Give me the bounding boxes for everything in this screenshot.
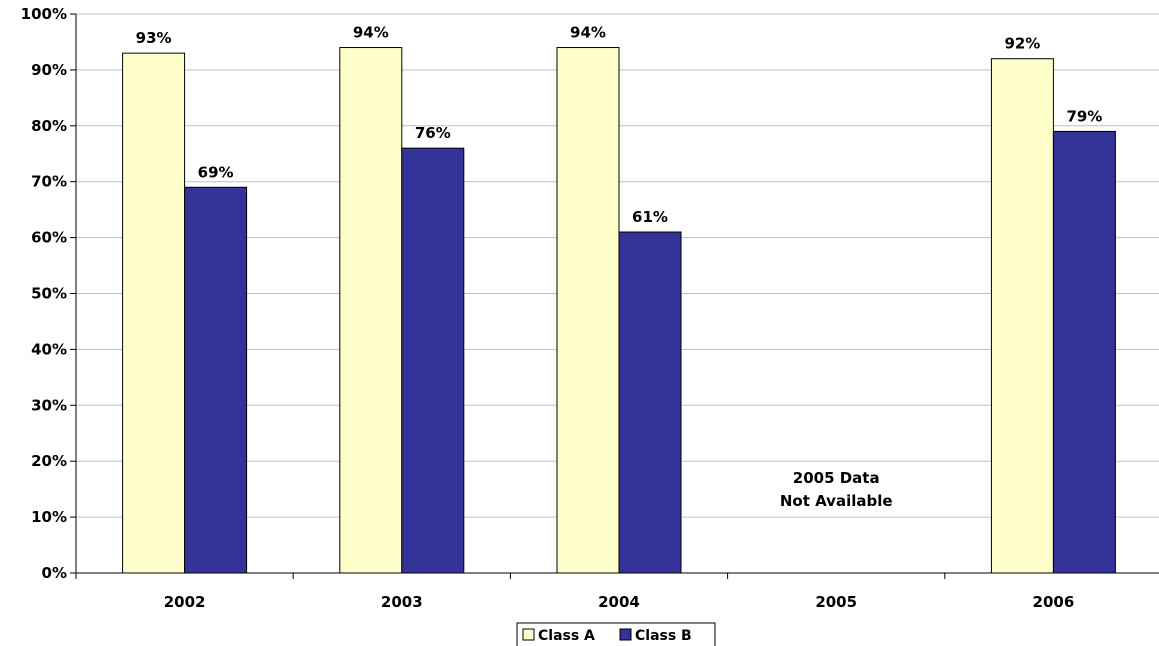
legend-swatch-class-a — [522, 628, 535, 641]
y-tick-label-20: 20% — [31, 452, 67, 470]
bar-class-a-2004 — [556, 47, 620, 574]
y-tick-label-70: 70% — [31, 173, 67, 191]
bar-class-a-2006 — [990, 58, 1054, 574]
legend-swatch-class-b — [619, 628, 632, 641]
annotation-2005-line-2: Not Available — [780, 492, 893, 510]
legend-label-class-b: Class B — [635, 628, 692, 644]
y-tick-label-50: 50% — [31, 285, 67, 303]
bar-class-b-2006 — [1052, 130, 1116, 574]
bar-class-b-2004 — [618, 231, 682, 574]
y-tick-label-40: 40% — [31, 340, 67, 358]
x-tick-label-2005: 2005 — [815, 593, 857, 611]
y-tick-label-10: 10% — [31, 508, 67, 526]
y-tick-label-30: 30% — [31, 396, 67, 414]
x-tick-label-2002: 2002 — [164, 593, 206, 611]
x-tick-label-2004: 2004 — [598, 593, 640, 611]
y-tick-label-90: 90% — [31, 61, 67, 79]
y-tick-label-60: 60% — [31, 229, 67, 247]
x-tick-label-2003: 2003 — [381, 593, 423, 611]
y-tick-label-100: 100% — [21, 5, 67, 23]
data-label-class-b-2004: 61% — [632, 208, 668, 226]
data-label-class-a-2002: 93% — [136, 29, 172, 47]
bar-class-b-2002 — [184, 186, 248, 574]
bar-class-a-2003 — [339, 47, 403, 574]
data-label-class-a-2004: 94% — [570, 24, 606, 42]
y-tick-label-80: 80% — [31, 117, 67, 135]
bar-class-b-2003 — [401, 147, 465, 574]
data-label-class-a-2006: 92% — [1004, 35, 1040, 53]
data-label-class-a-2003: 94% — [353, 24, 389, 42]
legend-box — [516, 622, 716, 646]
y-tick-label-0: 0% — [42, 564, 67, 582]
x-tick-label-2006: 2006 — [1033, 593, 1075, 611]
data-label-class-b-2002: 69% — [198, 163, 234, 181]
data-label-class-b-2003: 76% — [415, 124, 451, 142]
data-label-class-b-2006: 79% — [1066, 107, 1102, 125]
bar-class-a-2002 — [122, 52, 186, 574]
legend-label-class-a: Class A — [538, 628, 595, 644]
annotation-2005-line-1: 2005 Data — [793, 469, 880, 487]
